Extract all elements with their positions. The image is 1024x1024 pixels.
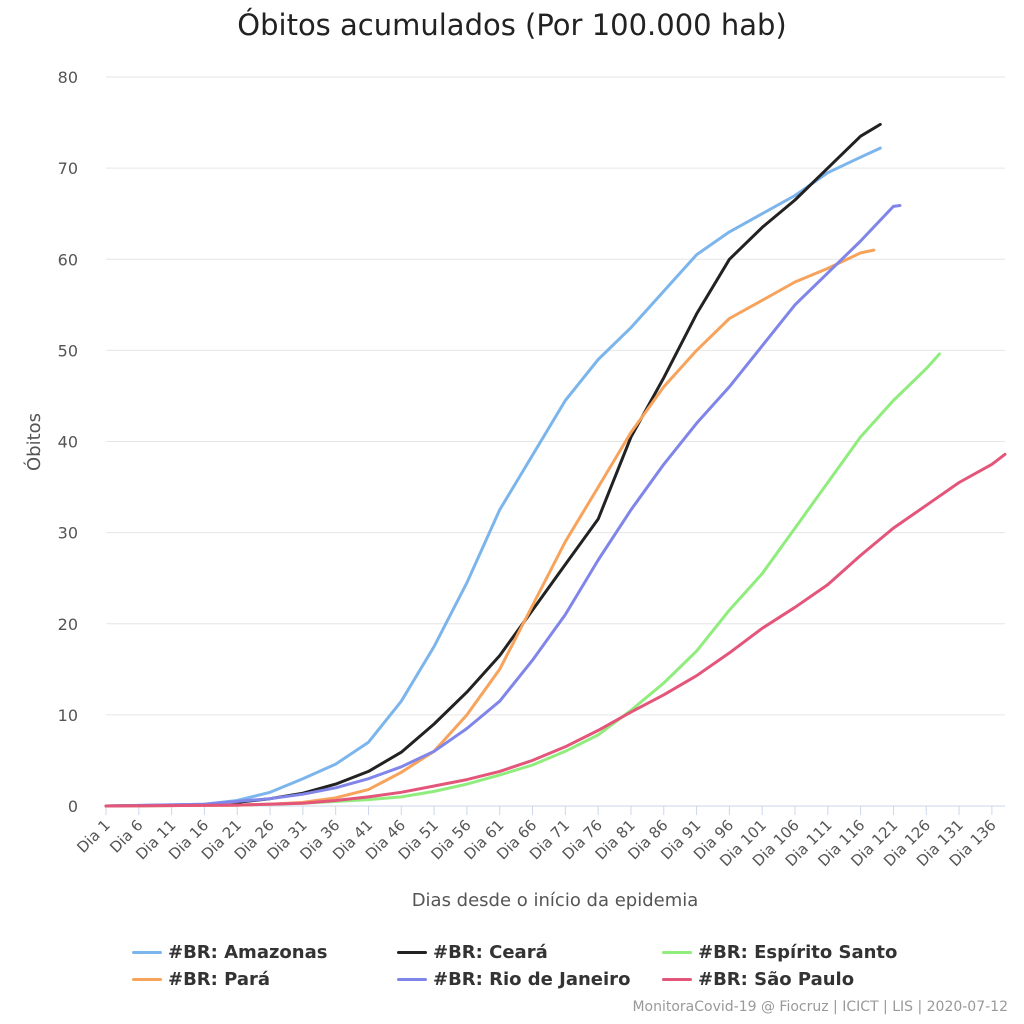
legend-swatch: [397, 978, 427, 981]
legend-swatch: [662, 978, 692, 981]
y-tick-label: 20: [58, 615, 78, 634]
legend-item-amazonas[interactable]: #BR: Amazonas: [132, 942, 397, 963]
series-line-para: [104, 248, 876, 808]
series-line-amazonas: [104, 146, 882, 808]
x-axis-label: Dias desde o início da epidemia: [412, 890, 699, 911]
legend-item-sao-paulo[interactable]: #BR: São Paulo: [662, 969, 942, 990]
x-tick-label: Dia 1: [73, 816, 113, 856]
legend-label: #BR: Ceará: [433, 942, 548, 963]
legend-item-ceara[interactable]: #BR: Ceará: [397, 942, 662, 963]
legend-swatch: [132, 978, 162, 981]
y-axis-label: Óbitos: [23, 413, 45, 471]
legend-label: #BR: São Paulo: [698, 969, 855, 990]
y-tick-label: 40: [58, 433, 78, 452]
series-line-rio-de-janeiro: [104, 204, 902, 808]
y-tick-label: 50: [58, 341, 78, 360]
y-tick-label: 0: [68, 797, 78, 816]
y-tick-label: 10: [58, 706, 78, 725]
legend-item-para[interactable]: #BR: Pará: [132, 969, 397, 990]
credits: MonitoraCovid-19 @ Fiocruz | ICICT | LIS…: [632, 999, 1008, 1015]
legend-swatch: [662, 951, 692, 954]
legend-item-espirito-santo[interactable]: #BR: Espírito Santo: [662, 942, 942, 963]
legend-swatch: [132, 951, 162, 954]
legend-label: #BR: Amazonas: [168, 942, 328, 963]
legend-label: #BR: Pará: [168, 969, 271, 990]
legend-swatch: [397, 951, 427, 954]
legend-item-rio-de-janeiro[interactable]: #BR: Rio de Janeiro: [397, 969, 662, 990]
legend-label: #BR: Espírito Santo: [698, 942, 898, 963]
series-line-ceara: [104, 122, 882, 808]
y-tick-label: 60: [58, 250, 78, 269]
y-tick-label: 70: [58, 159, 78, 178]
series-line-sao-paulo: [104, 452, 1007, 808]
series-lines: [104, 122, 1007, 808]
gridlines: [106, 76, 1005, 716]
series-line-espirito-santo: [104, 352, 941, 808]
y-tick-label: 30: [58, 524, 78, 543]
y-tick-label: 80: [58, 68, 78, 87]
chart-title: Óbitos acumulados (Por 100.000 hab): [237, 8, 787, 42]
y-axis-ticks: 0 10 20 30 40 50 60 70 80: [58, 68, 78, 816]
legend: #BR: Amazonas #BR: Ceará #BR: Espírito San…: [132, 942, 952, 990]
legend-label: #BR: Rio de Janeiro: [433, 969, 631, 990]
